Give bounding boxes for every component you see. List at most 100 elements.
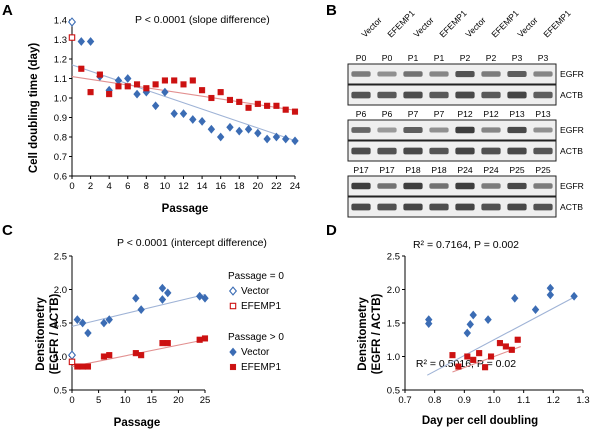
blot-lane-passage: P7 xyxy=(408,109,419,119)
blot-lane-passage: P25 xyxy=(535,165,551,175)
chart-d-annotation-efemp1: R² = 0.5016, P = 0.02 xyxy=(416,358,516,370)
chart-c-point-vector xyxy=(132,293,140,303)
chart-a-ylabel: Cell doubling time (day) xyxy=(28,43,40,174)
blot-band-actb xyxy=(481,91,501,99)
chart-c-densitometry-passage: P < 0.0001 (intercept difference) Passag… xyxy=(35,237,284,429)
blot-lane-condition: Vector xyxy=(411,15,435,39)
chart-a-point-efemp1 xyxy=(171,77,178,84)
chart-a-ytick-label: 1.4 xyxy=(54,15,67,26)
chart-a-xtick-label: 2 xyxy=(88,181,93,192)
chart-a-xtick-label: 6 xyxy=(125,181,130,192)
chart-d-ytick-label: 1.0 xyxy=(387,352,400,363)
blot-band-egfr xyxy=(377,127,397,133)
chart-a-ytick-label: 1.3 xyxy=(54,35,67,46)
blot-lane-passage: P7 xyxy=(434,109,445,119)
chart-c-xlabel: Passage xyxy=(114,417,161,429)
chart-d-xtick-label: 0.7 xyxy=(398,395,411,406)
chart-d-xtick-label: 1.0 xyxy=(487,395,500,406)
chart-d-point-vector xyxy=(546,290,555,300)
blot-band-egfr xyxy=(403,182,423,190)
blot-lane-passage: P17 xyxy=(353,165,369,175)
blot-band-egfr xyxy=(377,183,397,189)
chart-d-point-efemp1 xyxy=(470,356,477,363)
blot-band-actb xyxy=(377,203,397,211)
legend-group0-vector: Vector xyxy=(241,286,270,297)
chart-a-xtick-label: 4 xyxy=(107,181,112,192)
chart-d-point-vector xyxy=(570,291,578,301)
chart-d-point-efemp1 xyxy=(514,336,521,343)
blot-lane-passage: P6 xyxy=(382,109,393,119)
legend-marker-efemp1-open xyxy=(229,302,237,310)
panel-label-a: A xyxy=(2,2,13,19)
blot-lane-passage: P2 xyxy=(460,53,471,63)
blot-lane-passage: P18 xyxy=(431,165,447,175)
chart-d-point-vector xyxy=(463,328,471,338)
chart-d-ytick-label: 2.5 xyxy=(387,251,400,262)
blot-band-egfr xyxy=(429,71,449,77)
chart-c-point-efemp1 xyxy=(196,336,203,343)
blot-label-actb: ACTB xyxy=(560,202,583,212)
blot-band-actb xyxy=(377,147,397,155)
blot-band-actb xyxy=(481,203,501,211)
blot-band-actb xyxy=(429,203,449,211)
blot-strip-egfr xyxy=(347,63,557,85)
blot-band-actb xyxy=(403,203,423,211)
chart-c-point-efemp1 xyxy=(68,358,76,366)
chart-c-xtick-label: 5 xyxy=(96,395,101,406)
chart-c-point-vector xyxy=(67,350,77,360)
blot-strip-actb xyxy=(347,84,557,106)
blot-band-actb xyxy=(455,91,475,99)
chart-d-annotation-vector: R² = 0.7164, P = 0.002 xyxy=(413,239,519,251)
chart-a-point-vector xyxy=(216,132,225,142)
chart-a-point-vector xyxy=(124,74,132,83)
chart-a-point-vector xyxy=(133,89,141,99)
chart-c-point-efemp1 xyxy=(100,353,107,360)
chart-d-point-vector xyxy=(531,305,540,314)
blot-lane-passage: P25 xyxy=(509,165,525,175)
blot-lane-passage: P24 xyxy=(457,165,473,175)
chart-c-point-vector xyxy=(137,305,145,314)
chart-c-point-efemp1 xyxy=(74,363,81,370)
chart-c-xtick-label: 20 xyxy=(173,395,184,406)
chart-a-point-vector xyxy=(86,37,95,46)
chart-a-point-efemp1 xyxy=(245,104,252,111)
chart-a-doubling-time: P < 0.0001 (slope difference) Passage Ce… xyxy=(28,14,300,215)
chart-d-fit-vector xyxy=(426,295,578,376)
blot-band-egfr xyxy=(481,71,501,77)
chart-c-point-efemp1 xyxy=(132,350,139,357)
chart-c-point-efemp1 xyxy=(164,340,171,347)
chart-a-point-efemp1 xyxy=(208,94,215,102)
chart-d-xtick-label: 0.8 xyxy=(428,395,441,406)
chart-a-point-efemp1 xyxy=(199,87,206,94)
blot-band-egfr xyxy=(507,126,527,134)
legend-marker-vector xyxy=(229,347,237,357)
chart-a-point-efemp1 xyxy=(152,81,159,88)
chart-c-ylabel-line1: Densitometry xyxy=(35,297,47,371)
chart-c-point-vector xyxy=(195,291,204,301)
chart-a-point-vector xyxy=(198,117,206,126)
chart-d-point-vector xyxy=(469,310,477,320)
blot-band-actb xyxy=(507,91,527,99)
blot-band-egfr xyxy=(429,183,449,189)
blot-band-egfr xyxy=(507,182,527,190)
chart-a-xtick-label: 10 xyxy=(160,181,171,192)
chart-c-ylabel-line2: (EGFR / ACTB) xyxy=(49,293,61,374)
blot-strip-egfr xyxy=(347,119,557,141)
chart-d-xtick-label: 0.9 xyxy=(458,395,471,406)
chart-d-ylabel-line2: (EGFR / ACTB) xyxy=(371,293,383,374)
chart-a-point-efemp1 xyxy=(115,83,122,90)
panel-label-b: B xyxy=(326,2,337,19)
chart-d-xtick-label: 1.1 xyxy=(517,395,530,406)
blot-band-actb xyxy=(429,91,449,99)
chart-a-point-vector xyxy=(244,124,253,134)
blot-band-egfr xyxy=(533,183,553,189)
blot-lane-passage: P12 xyxy=(457,109,473,119)
chart-d-xtick-label: 1.3 xyxy=(576,395,589,406)
chart-a-point-vector xyxy=(282,134,290,144)
legend-group0-efemp1: EFEMP1 xyxy=(241,301,281,312)
blot-band-egfr xyxy=(455,126,475,134)
chart-c-ytick-label: 2.0 xyxy=(54,285,67,296)
chart-c-ytick-label: 1.0 xyxy=(54,352,67,363)
legend-group0-title: Passage = 0 xyxy=(228,271,284,282)
blot-lane-condition: EFEMP1 xyxy=(437,8,469,40)
